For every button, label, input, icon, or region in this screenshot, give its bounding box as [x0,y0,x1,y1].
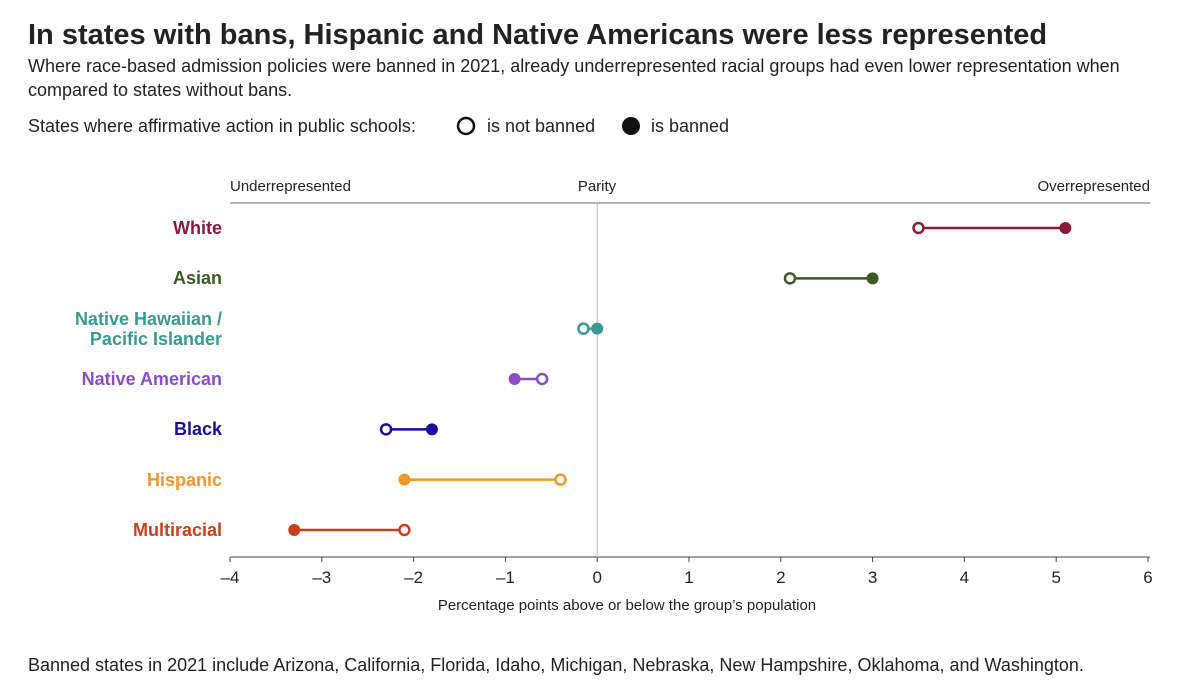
dot-filled [288,524,301,536]
x-tick-label: 5 [1051,568,1060,587]
category-label: Black [173,419,222,440]
footnote: Banned states in 2021 include Arizona, C… [28,655,1084,675]
subtitle: Where race-based admission policies were… [28,56,1120,100]
annotation: Parity [578,178,617,195]
x-tick-label: –1 [496,568,515,587]
legend-label: is not banned [487,116,595,136]
dot-open [398,523,411,537]
category-label: Native Hawaiian / Pacific Islander [74,308,222,349]
dot-filled [1059,222,1072,234]
x-tick-label: 0 [592,568,601,587]
category-label: Hispanic [146,469,222,490]
x-tick-label: 1 [684,568,693,587]
dot-open [783,272,797,285]
dot-filled [425,423,438,436]
dot-filled [591,322,604,335]
legend-marker-open [456,116,476,136]
x-tick-label: 4 [960,568,969,587]
dot-filled [866,272,879,285]
category-label: Asian [172,268,222,289]
x-tick-label: –2 [404,568,423,587]
x-tick-label: –3 [312,568,331,587]
category-label: Native American [81,369,222,389]
x-tick-label: 3 [868,568,877,587]
dot-open [554,473,567,486]
dot-filled [398,473,411,486]
annotation: Overrepresented [1037,178,1150,195]
dot-open [912,221,925,235]
subtitle-box: Where race-based admission policies were… [28,56,1120,100]
category-label: White [173,218,222,238]
legend-marker-filled [622,117,640,135]
chart-title: In states with bans, Hispanic and Native… [28,19,1047,51]
annotation: Underrepresented [230,178,351,195]
dot-open [379,423,393,436]
legend-title: States where affirmative action in publi… [28,116,416,136]
x-axis-label: Percentage points above or below the gro… [438,597,816,614]
x-tick-label: 6 [1143,568,1152,587]
category-label: Multiracial [132,520,222,540]
dot-open [535,372,549,386]
x-tick-label: 2 [776,568,785,587]
dot-open [577,322,590,335]
dot-filled [508,373,521,385]
legend-label: is banned [651,116,729,136]
x-tick-label: –4 [221,568,240,587]
